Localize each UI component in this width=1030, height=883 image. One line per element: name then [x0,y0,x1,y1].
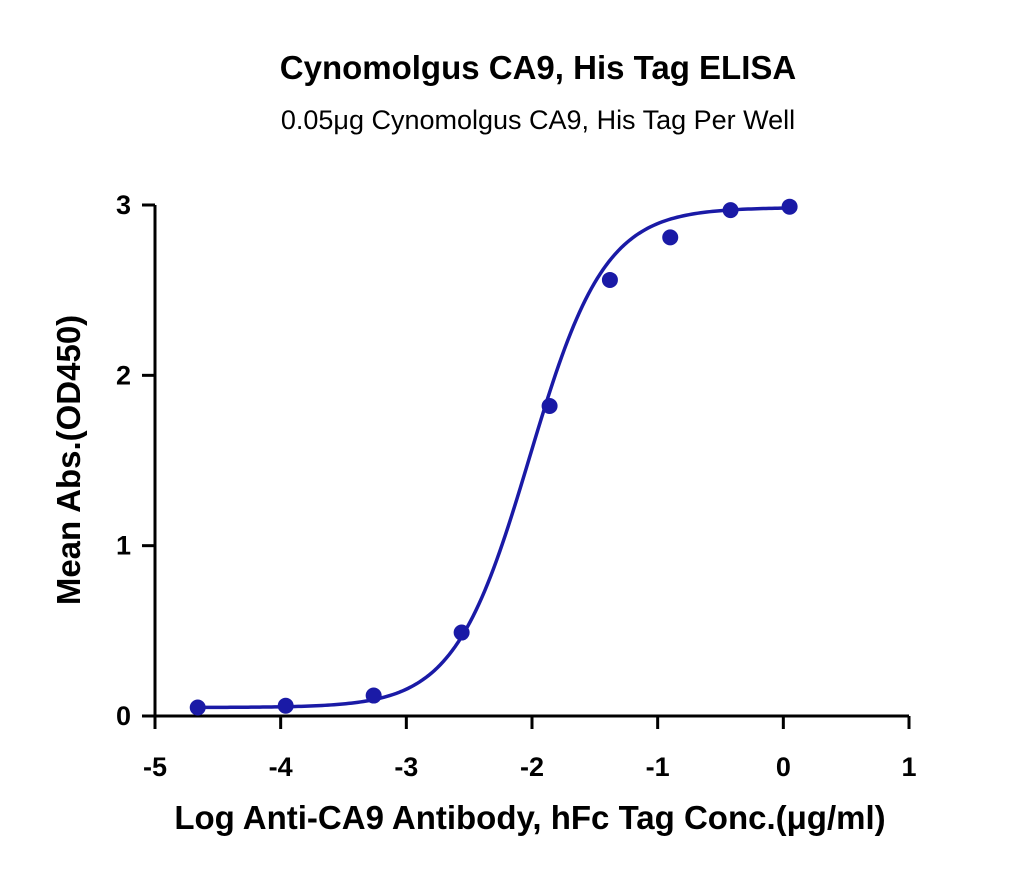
y-tick-label: 2 [116,360,131,390]
y-tick-label: 0 [116,701,131,731]
y-tick-label: 1 [116,531,131,561]
data-point [781,198,798,215]
data-point [189,699,206,716]
x-tick-label: -1 [646,752,670,782]
x-axis-ticks: -5 -4 -3 -2 -1 0 1 [143,716,917,782]
fit-curve [197,206,790,710]
x-tick-label: -4 [269,752,293,782]
chart-subtitle: 0.05μg Cynomolgus CA9, His Tag Per Well [281,105,795,135]
y-axis-ticks: 0 1 2 3 [116,190,155,731]
data-point [662,229,679,246]
plot-area: 0 1 2 3 -5 -4 -3 -2 -1 0 1 [116,190,917,782]
chart-title: Cynomolgus CA9, His Tag ELISA [280,49,796,86]
x-tick-label: 0 [776,752,791,782]
y-tick-label: 3 [116,190,131,220]
x-axis-label: Log Anti-CA9 Antibody, hFc Tag Conc.(μg/… [174,799,885,836]
y-axis-label: Mean Abs.(OD450) [50,315,87,605]
data-point [453,624,470,641]
data-point [365,687,382,704]
data-point [601,271,618,288]
x-tick-label: -3 [394,752,418,782]
data-point [722,202,739,219]
data-points [189,198,798,716]
x-tick-label: -2 [520,752,544,782]
x-tick-label: 1 [901,752,916,782]
x-tick-label: -5 [143,752,167,782]
data-point [277,697,294,714]
data-point [541,397,558,414]
